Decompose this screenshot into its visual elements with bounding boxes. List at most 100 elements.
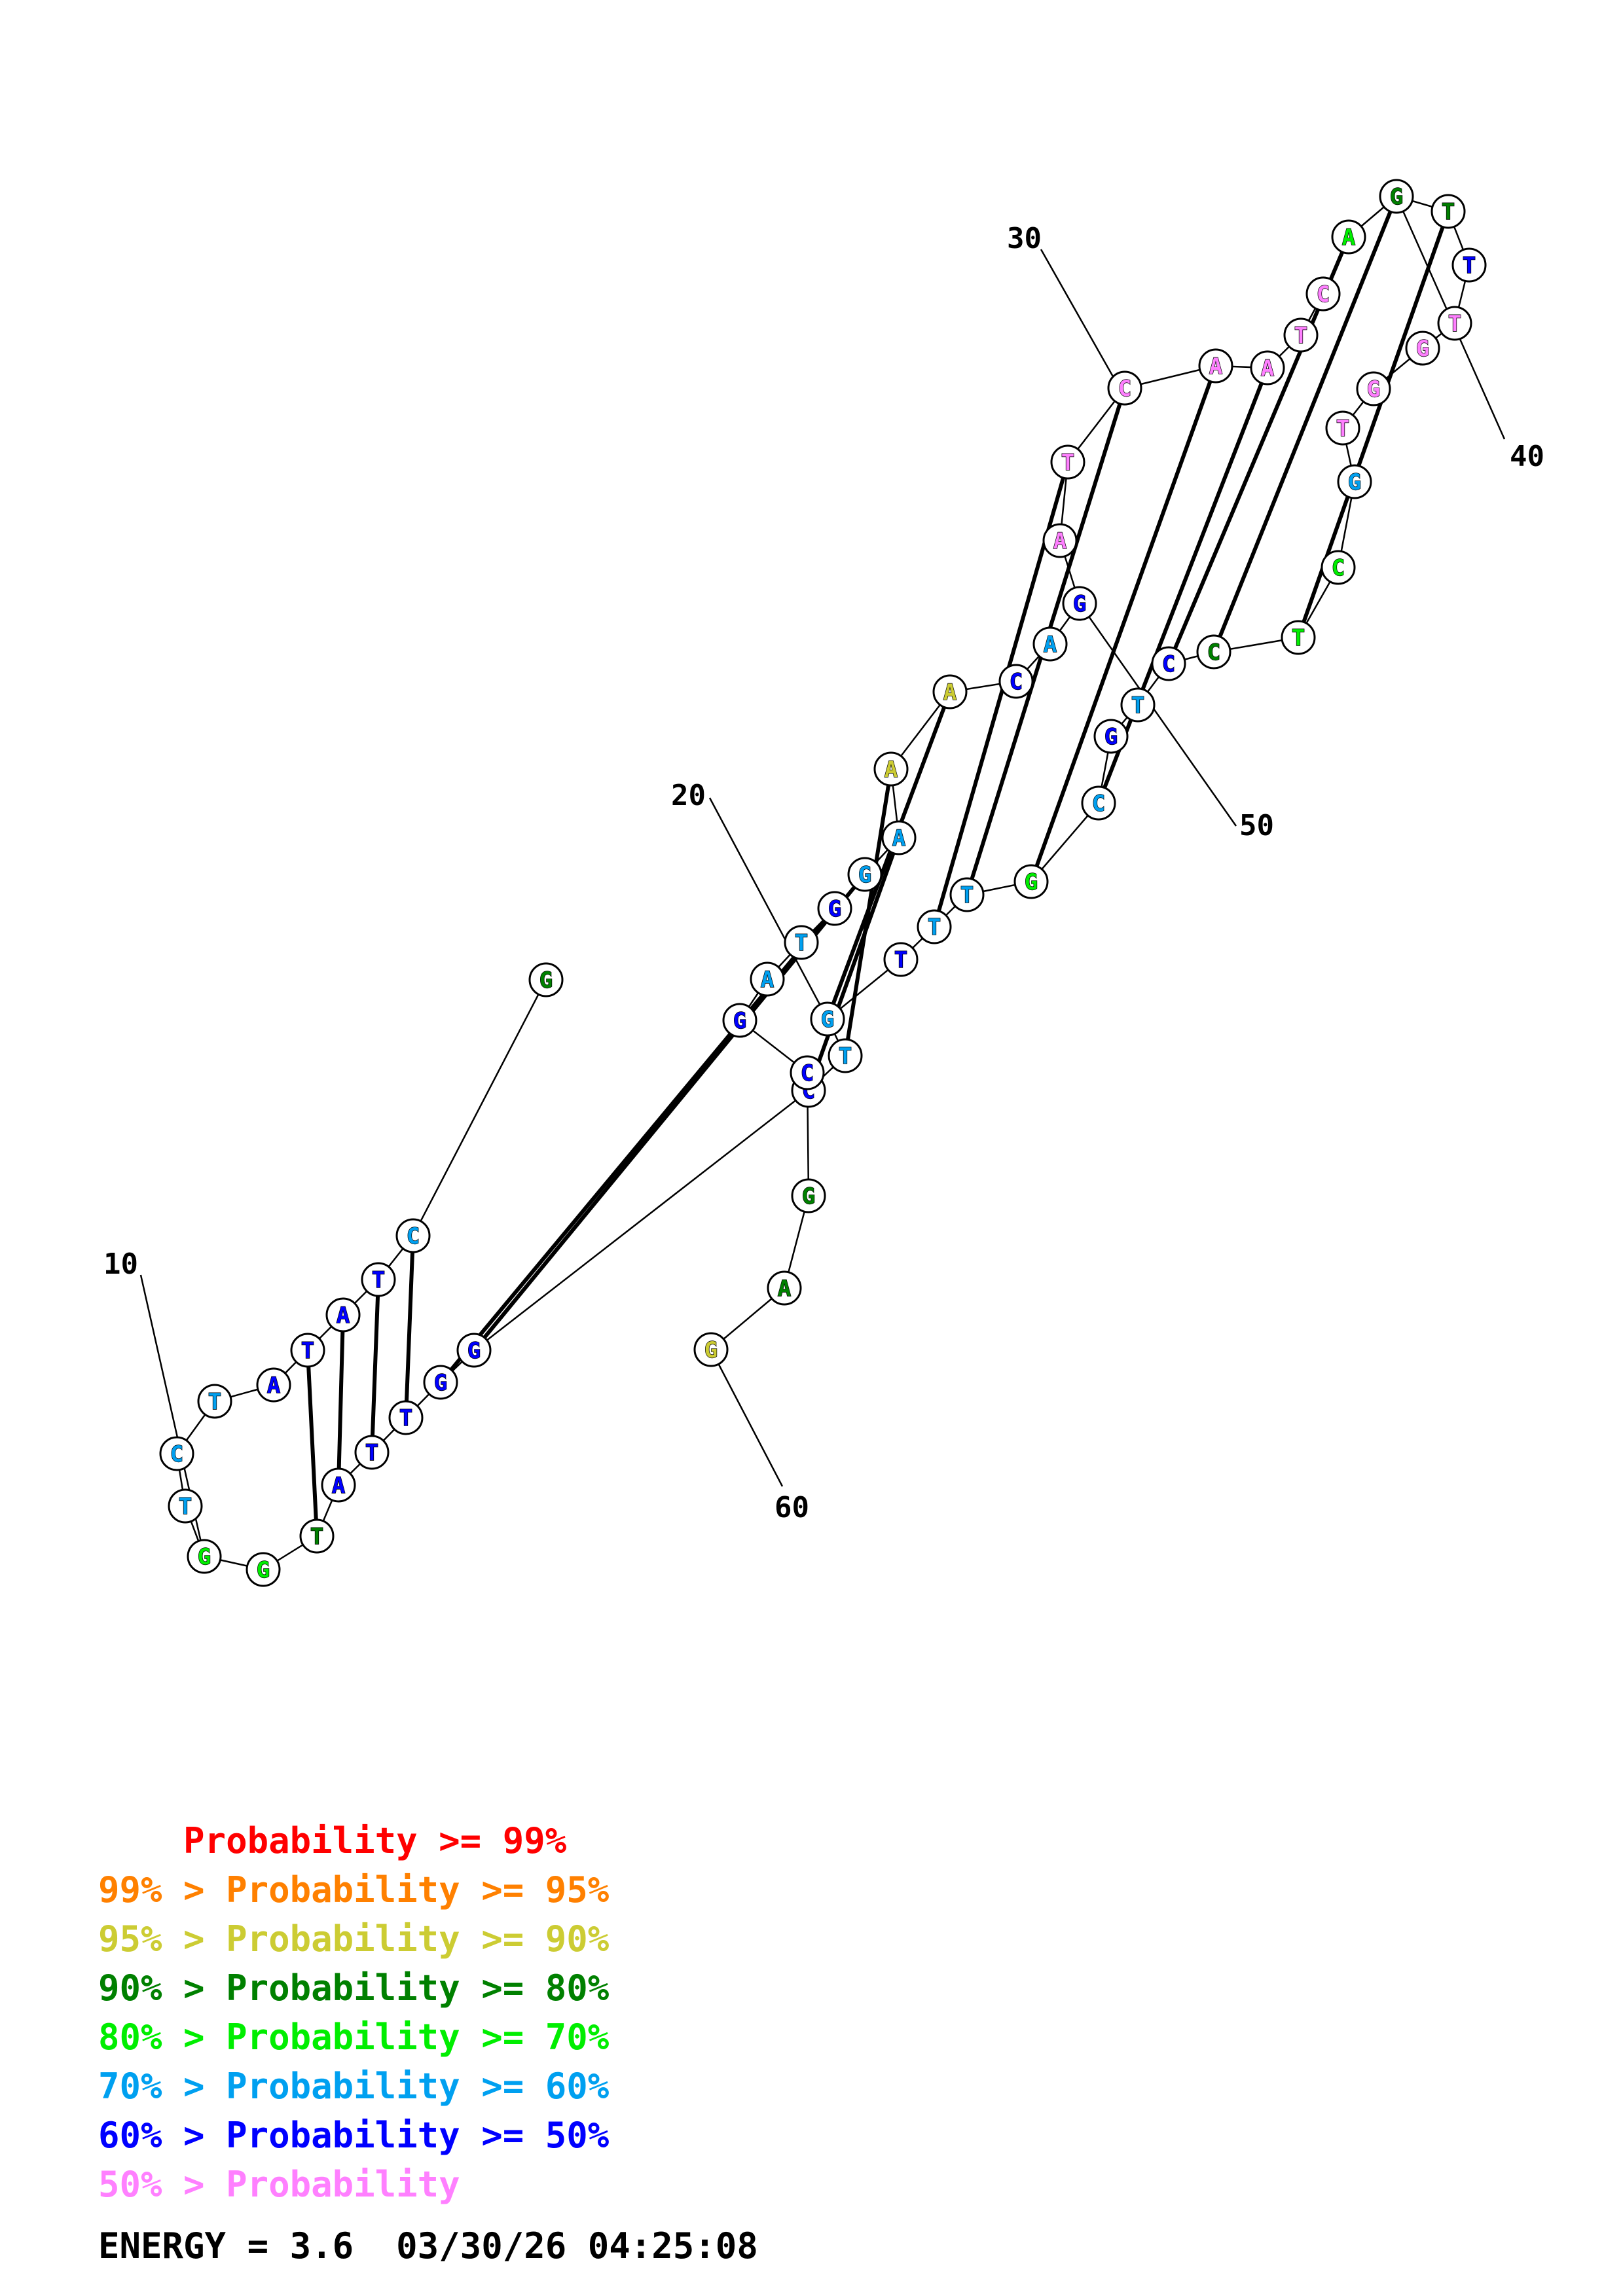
nucleotide-letter: T	[365, 1440, 378, 1466]
nucleotide-circle	[932, 674, 968, 709]
nucleotide: T	[828, 1038, 863, 1073]
position-tick-label: 20	[671, 779, 706, 812]
nucleotide-letter: A	[778, 1276, 791, 1302]
nucleotide-circle	[1325, 410, 1360, 446]
nucleotide-circle	[883, 942, 919, 977]
nucleotide-letter: C	[801, 1060, 814, 1086]
nucleotide: G	[1093, 719, 1129, 754]
legend-label: Probability >= 90%	[226, 1918, 610, 1960]
legend-line: 99% > Probability >= 95%	[98, 1865, 609, 1914]
nucleotide: G	[810, 1001, 845, 1037]
nucleotide-circle	[246, 1552, 281, 1587]
nucleotide-circle	[395, 1218, 431, 1253]
nucleotide-letter: A	[1053, 528, 1067, 554]
nucleotide-circle	[790, 1055, 825, 1090]
nucleotide-letter: A	[332, 1473, 345, 1499]
nucleotide-circle	[1283, 317, 1319, 353]
nucleotide-circle	[1120, 687, 1156, 723]
position-ticks: 10 20 30 40 50 60	[103, 196, 1544, 1557]
nucleotide: G	[246, 1552, 281, 1587]
legend-prefix: 80% >	[98, 2017, 227, 2058]
legend-prefix: 95% >	[98, 1918, 227, 1960]
nucleotide-letter: G	[1348, 469, 1361, 495]
position-tick-line	[710, 1349, 784, 1487]
nucleotide-circle	[847, 857, 883, 892]
nucleotide-letter: G	[802, 1183, 815, 1210]
nucleotide: T	[1120, 687, 1156, 723]
nucleotide-letter: C	[1118, 376, 1131, 402]
nucleotide-circle	[810, 1001, 845, 1037]
nucleotide-letter: C	[1317, 281, 1330, 308]
position-tick-label: 10	[103, 1247, 138, 1281]
legend-line: 80% > Probability >= 70%	[98, 2013, 609, 2062]
nucleotide-letter: T	[310, 1524, 323, 1550]
nucleotide-letter: A	[1342, 224, 1355, 251]
nucleotide-letter: C	[1162, 651, 1175, 677]
nucleotide: G	[1405, 331, 1440, 366]
nucleotide: C	[395, 1218, 431, 1253]
base-pair-bond	[404, 1235, 415, 1418]
nucleotide: T	[917, 909, 952, 944]
nucleotide-circle	[325, 1297, 361, 1333]
nucleotide-circle	[998, 664, 1034, 699]
nucleotide-circle	[1451, 247, 1487, 283]
nucleotide-letter: C	[170, 1441, 183, 1467]
nucleotide: G	[187, 1539, 222, 1574]
nucleotide-letter: G	[198, 1544, 211, 1570]
nucleotide-letter: G	[1416, 336, 1429, 362]
nucleotide-circle	[791, 1178, 826, 1213]
base-pair-bond	[826, 691, 952, 1020]
probability-legend: Probability >= 99% 99% > Probability >= 9…	[98, 1816, 609, 2209]
nucleotide-circle	[354, 1435, 390, 1470]
nucleotide: C	[998, 664, 1034, 699]
nucleotide-letter: A	[1044, 632, 1057, 658]
legend-label: Probability	[226, 2164, 460, 2205]
nucleotide: G	[1013, 864, 1049, 899]
nucleotide: A	[873, 751, 909, 787]
legend-line: 70% > Probability >= 60%	[98, 2062, 609, 2111]
nucleotide-circle	[1151, 646, 1186, 681]
nucleotide-letter: C	[1332, 555, 1345, 581]
nucleotide-circle	[256, 1367, 291, 1403]
nucleotide-letter: G	[467, 1338, 481, 1364]
backbone-segment	[473, 1090, 809, 1351]
position-tick-line	[1078, 603, 1237, 827]
base-pair-bond	[807, 836, 901, 1092]
nucleotide-circle	[423, 1365, 458, 1400]
nucleotide: T	[1451, 247, 1487, 283]
nucleotide: G	[722, 1003, 757, 1038]
nucleotide-letter: C	[1010, 669, 1023, 695]
nucleotide-circle	[1196, 634, 1231, 670]
nucleotide: T	[1281, 620, 1316, 655]
nucleotide-circle	[1321, 550, 1356, 585]
nucleotide: T	[299, 1518, 335, 1554]
nucleotide-letter: T	[179, 1494, 192, 1520]
nucleotide-letter: G	[733, 1008, 746, 1034]
nucleotide-letter: T	[839, 1043, 852, 1069]
nucleotide-circle	[1405, 331, 1440, 366]
nucleotide-circle	[722, 1003, 757, 1038]
nucleotide-circle	[456, 1333, 492, 1368]
nucleotide-circle	[881, 820, 917, 855]
nucleotide-letter: G	[704, 1337, 718, 1363]
legend-label: Probability >= 80%	[226, 1967, 610, 2009]
nucleotide: G	[456, 1333, 492, 1368]
nucleotide-circle	[159, 1436, 194, 1471]
nucleotide: C	[159, 1436, 194, 1471]
nucleotide-letter: T	[372, 1267, 385, 1293]
nucleotide: C	[1196, 634, 1231, 670]
nucleotide-circle	[187, 1539, 222, 1574]
nucleotide-circle	[1281, 620, 1316, 655]
nucleotide-circle	[361, 1262, 396, 1297]
nucleotide-letter: T	[1448, 311, 1461, 337]
legend-label: Probability >= 70%	[226, 2017, 610, 2058]
nucleotide-letter: C	[1092, 791, 1105, 817]
nucleotide-letter: G	[539, 967, 553, 994]
legend-prefix: 90% >	[98, 1967, 227, 2009]
position-tick-label: 50	[1239, 809, 1274, 842]
nucleotide-circle	[1050, 444, 1085, 480]
energy-footer: ENERGY = 3.6 03/30/26 04:25:08	[98, 2225, 758, 2267]
nucleotide-circle	[784, 925, 819, 960]
nucleotide-circle	[1093, 719, 1129, 754]
